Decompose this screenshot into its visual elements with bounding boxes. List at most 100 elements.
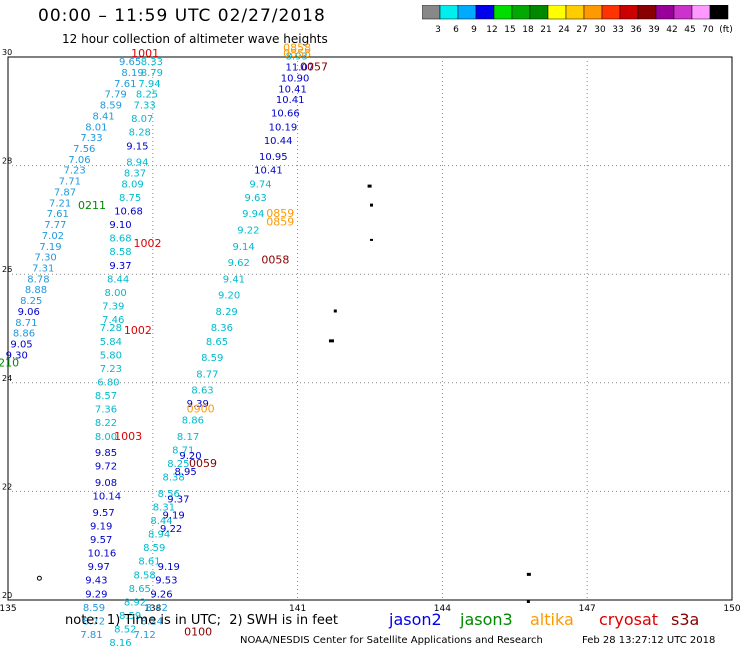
land-mark xyxy=(526,600,530,603)
swh-value-label: 8.94 xyxy=(126,158,148,169)
swh-value-label: 10.16 xyxy=(88,549,117,560)
chart-subtitle: 12 hour collection of altimeter wave hei… xyxy=(62,32,328,46)
swh-value-label: 10.14 xyxy=(92,492,121,503)
swh-value-label: 9.20 xyxy=(218,291,240,302)
color-tick-label: 24 xyxy=(558,25,570,35)
swh-value-label: 8.25 xyxy=(167,459,189,470)
chart-title: 00:00 – 11:59 UTC 02/27/2018 xyxy=(38,6,326,26)
color-swatch xyxy=(709,5,729,20)
swh-value-label: 8.24 xyxy=(141,616,163,627)
swh-value-label: 7.06 xyxy=(68,155,90,166)
swh-value-label: 9.41 xyxy=(223,274,245,285)
station-marker xyxy=(36,575,42,581)
swh-value-label: 6.80 xyxy=(97,378,119,389)
swh-value-label: 9.85 xyxy=(95,448,117,459)
swh-value-label: 9.65 xyxy=(119,57,141,68)
swh-value-label: 10.95 xyxy=(259,152,288,163)
swh-value-label: 8.33 xyxy=(141,57,163,68)
swh-value-label: 9.19 xyxy=(158,562,180,573)
swh-value-label: 8.44 xyxy=(150,516,172,527)
swh-value-label: 9.15 xyxy=(126,141,148,152)
swh-value-label: 8.58 xyxy=(133,570,155,581)
pass-time-label: 0100 xyxy=(184,625,212,638)
legend-altika: altika xyxy=(530,610,574,629)
color-tick-label: 12 xyxy=(486,25,497,35)
legend-jason3: jason3 xyxy=(460,610,513,629)
swh-value-label: 8.25 xyxy=(20,296,42,307)
pass-time-label: 0859 xyxy=(266,207,294,220)
pass-time-label: 0858 xyxy=(283,42,311,55)
swh-value-label: 7.21 xyxy=(49,198,71,209)
swh-value-label: 10.41 xyxy=(254,166,283,177)
swh-value-label: 8.58 xyxy=(109,247,131,258)
swh-value-label: 7.31 xyxy=(32,263,54,274)
swh-value-label: 7.30 xyxy=(35,253,57,264)
swh-value-label: 8.59 xyxy=(143,543,165,554)
swh-value-label: 8.72 xyxy=(83,616,105,627)
swh-value-label: 8.75 xyxy=(119,193,141,204)
y-tick-label: 20 xyxy=(2,591,12,600)
swh-value-label: 7.79 xyxy=(105,90,127,101)
swh-value-label: 8.16 xyxy=(109,638,131,649)
color-tick-label: 15 xyxy=(504,25,515,35)
swh-value-label: 8.65 xyxy=(129,584,151,595)
color-scale-legend: 3 6 9 12 15 18 21 24 27 30 33 36 39 42 45 70 (ft) xyxy=(422,5,733,35)
swh-value-label: 8.71 xyxy=(15,318,37,329)
swh-value-label: 9.14 xyxy=(232,242,254,253)
swh-value-label: 8.59 xyxy=(100,101,122,112)
swh-value-label: 8.42 xyxy=(146,603,168,614)
swh-value-label: 10.66 xyxy=(271,109,300,120)
swh-value-label: 9.30 xyxy=(6,350,28,361)
y-tick-label: 24 xyxy=(2,374,12,383)
swh-value-label: 8.01 xyxy=(85,122,107,133)
swh-value-label: 10.19 xyxy=(269,122,298,133)
color-tick-label: 6 xyxy=(453,25,459,35)
swh-value-label: 9.57 xyxy=(92,508,114,519)
swh-value-label: 9.10 xyxy=(109,220,131,231)
swh-value-label: 8.78 xyxy=(27,274,49,285)
color-tick-label: (ft) xyxy=(719,25,733,35)
color-tick-label: 39 xyxy=(648,25,660,35)
pass-time-label: 0059 xyxy=(189,457,217,470)
swh-value-label: 8.59 xyxy=(83,603,105,614)
land-mark xyxy=(367,184,372,188)
swh-value-label: 8.31 xyxy=(153,502,175,513)
generation-date: Feb 28 13:27:12 UTC 2018 xyxy=(582,635,716,646)
color-tick-label: 33 xyxy=(612,25,623,35)
color-tick-label: 42 xyxy=(666,25,677,35)
color-tick-label: 3 xyxy=(435,25,441,35)
swh-value-label: 9.20 xyxy=(179,451,201,462)
swh-value-label: 7.61 xyxy=(114,79,136,90)
swh-value-label: 9.74 xyxy=(249,179,271,190)
swh-value-label: 9.29 xyxy=(85,589,107,600)
swh-value-label: 8.44 xyxy=(107,274,129,285)
swh-value-label: 5.80 xyxy=(100,350,122,361)
swh-value-label: 9.05 xyxy=(10,340,32,351)
swh-value-label: 10.90 xyxy=(281,73,310,84)
swh-value-label: 8.88 xyxy=(25,285,47,296)
swh-value-label: 8.93 xyxy=(286,52,308,63)
swh-value-label: 8.38 xyxy=(162,473,184,484)
swh-value-label: 9.62 xyxy=(228,258,250,269)
swh-value-label: 10.41 xyxy=(276,95,305,106)
land-mark xyxy=(333,309,337,313)
swh-value-label: 8.09 xyxy=(121,179,143,190)
legend-jason2: jason2 xyxy=(389,610,442,629)
swh-value-label: 9.43 xyxy=(85,576,107,587)
swh-value-label: 8.95 xyxy=(175,467,197,478)
color-tick-label: 70 xyxy=(702,25,714,35)
land-mark xyxy=(370,203,373,207)
swh-value-label: 10.68 xyxy=(114,206,143,217)
swh-value-label: 7.46 xyxy=(102,315,124,326)
land-mark xyxy=(328,339,334,343)
swh-value-label: 8.94 xyxy=(148,530,170,541)
swh-value-label: 8.92 xyxy=(124,597,146,608)
swh-value-label: 7.71 xyxy=(59,177,81,188)
y-tick-label: 26 xyxy=(2,265,12,274)
x-tick-label: 135 xyxy=(0,604,17,614)
swh-value-label: 8.68 xyxy=(109,234,131,245)
land-mark xyxy=(526,572,531,576)
legend-cryosat: cryosat xyxy=(599,610,659,629)
land-mark xyxy=(370,238,373,241)
